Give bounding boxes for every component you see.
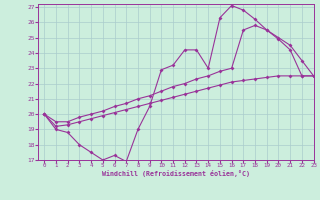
X-axis label: Windchill (Refroidissement éolien,°C): Windchill (Refroidissement éolien,°C) <box>102 170 250 177</box>
